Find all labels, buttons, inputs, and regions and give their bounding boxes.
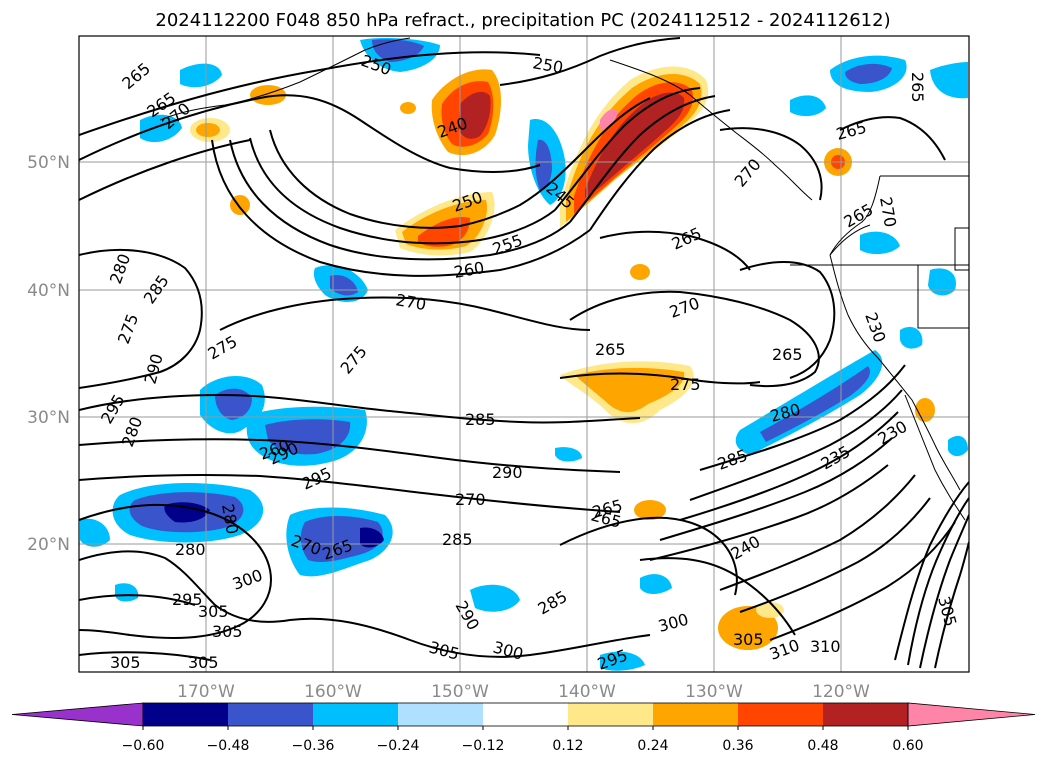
contour-label: 305 <box>110 653 141 672</box>
colorbar-tick-label: −0.36 <box>292 738 335 754</box>
longitude-labels: 170°W 160°W 150°W 140°W 130°W 120°W <box>177 682 870 702</box>
contour-label: 285 <box>442 530 473 549</box>
colorbar-tick-label: 0.24 <box>637 738 668 754</box>
lat-label: 50°N <box>27 153 70 173</box>
lon-label: 120°W <box>812 682 870 702</box>
contour-label: 265 <box>908 72 927 103</box>
colorbar <box>11 702 1036 727</box>
contour-label: 270 <box>455 490 486 509</box>
colorbar-segment <box>653 703 738 726</box>
contour-label: 295 <box>172 590 203 609</box>
colorbar-segment <box>823 703 908 726</box>
contour-label: 265 <box>772 345 803 364</box>
contour-label: 310 <box>810 637 841 656</box>
contours <box>79 37 969 669</box>
colorbar-segment <box>398 703 483 726</box>
lon-label: 170°W <box>177 682 235 702</box>
colorbar-extend-max <box>907 702 1036 727</box>
lon-label: 140°W <box>558 682 616 702</box>
colorbar-tick-label: −0.48 <box>207 738 250 754</box>
colorbar-extend-min <box>11 702 144 727</box>
colorbar-outline <box>142 702 909 727</box>
contour-label: 305 <box>188 653 219 672</box>
colorbar-segment <box>313 703 398 726</box>
colorbar-tick-label: 0.12 <box>552 738 583 754</box>
contour-label: 305 <box>733 630 764 649</box>
colorbar-segment <box>568 703 653 726</box>
colorbar-segment <box>228 703 313 726</box>
colorbar-tick-label: −0.24 <box>377 738 420 754</box>
contour-label: 285 <box>465 410 496 429</box>
colorbar-tick-label: −0.12 <box>462 738 505 754</box>
contour-label: 280 <box>175 540 206 559</box>
map-panel: 265 265 270 250 240 245 265 265 270 250 … <box>79 36 969 672</box>
lon-label: 160°W <box>304 682 362 702</box>
contour-label: 290 <box>492 463 523 482</box>
colorbar-segment <box>143 703 228 726</box>
lat-label: 40°N <box>27 281 70 301</box>
lat-label: 30°N <box>27 408 70 428</box>
colorbar-ticks: −0.60 −0.48 −0.36 −0.24 −0.12 0.12 0.24 0.36 0.4… <box>122 726 924 754</box>
contour-label: 265 <box>595 340 626 359</box>
latitude-labels: 50°N 40°N 30°N 20°N <box>27 153 70 555</box>
lon-label: 130°W <box>685 682 743 702</box>
map-frame <box>78 35 970 673</box>
lat-label: 20°N <box>27 535 70 555</box>
contour-label: 275 <box>670 375 701 394</box>
colorbar-segment <box>738 703 823 726</box>
colorbar-segment <box>483 703 568 726</box>
map-title: 2024112200 F048 850 hPa refract., precip… <box>155 10 890 31</box>
colorbar-tick-label: 0.60 <box>892 738 923 754</box>
contour-label: 305 <box>212 622 243 641</box>
precip-shading <box>80 37 968 671</box>
colorbar-tick-label: 0.36 <box>722 738 753 754</box>
colorbar-tick-label: 0.48 <box>807 738 838 754</box>
colorbar-tick-label: −0.60 <box>122 738 165 754</box>
lon-label: 150°W <box>431 682 489 702</box>
gridlines <box>79 36 969 672</box>
contour-label: 305 <box>198 602 229 621</box>
